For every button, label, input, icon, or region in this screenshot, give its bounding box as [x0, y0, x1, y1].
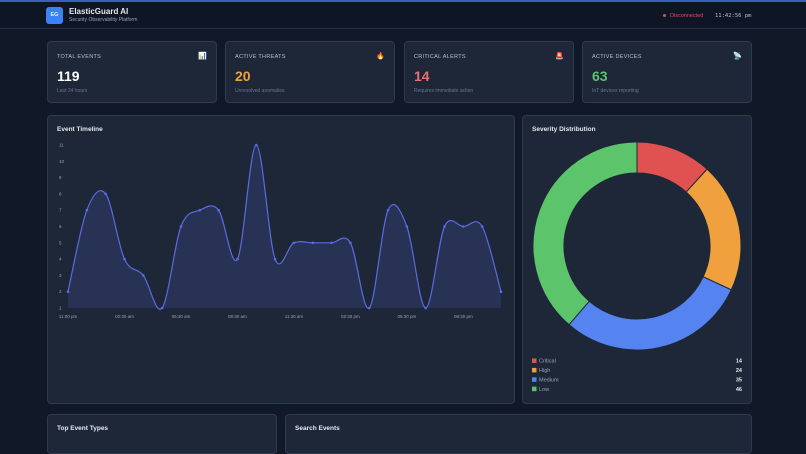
panel-title: Event Timeline: [57, 126, 103, 133]
y-tick-label: 11: [59, 143, 64, 148]
x-tick-label: 08:30 am: [228, 314, 247, 319]
point: [349, 241, 352, 245]
card-label: TOTAL EVENTS: [57, 54, 102, 60]
donut-slice: [568, 276, 732, 351]
point: [217, 208, 220, 212]
status-dot: [663, 14, 666, 17]
card-icon: 📡: [733, 53, 742, 60]
x-tick-label: 08:30 pm: [454, 314, 473, 319]
point: [179, 225, 183, 228]
y-tick-label: 7: [59, 208, 62, 213]
card-note: Last 24 hours: [57, 88, 88, 94]
card-label: ACTIVE THREATS: [235, 54, 286, 60]
stat-card: ACTIVE DEVICES 📡 63 IoT devices reporting: [582, 41, 752, 103]
y-tick-label: 3: [59, 273, 62, 278]
legend-value: 14: [736, 359, 743, 365]
donut-slice: [685, 168, 742, 291]
y-tick-label: 8: [59, 191, 62, 196]
point: [424, 306, 427, 310]
point: [66, 290, 70, 294]
area-fill: [68, 145, 501, 310]
stat-card: CRITICAL ALERTS 🚨 14 Requires immediate act…: [404, 41, 574, 103]
point: [104, 192, 107, 196]
y-tick-label: 1: [59, 306, 62, 311]
legend-swatch: [532, 367, 537, 373]
legend-swatch: [532, 358, 537, 363]
point: [254, 143, 258, 147]
card-value: 14: [414, 68, 430, 84]
legend-label: Low: [539, 387, 549, 393]
logo: EG: [46, 7, 63, 24]
card-note: Unresolved anomalies: [235, 88, 285, 94]
point: [160, 306, 164, 310]
legend-label: Critical: [539, 359, 556, 365]
point: [311, 241, 315, 245]
legend-label: High: [539, 368, 550, 374]
point: [367, 306, 371, 310]
legend-label: Medium: [539, 377, 559, 383]
card-value: 20: [235, 68, 251, 84]
point: [198, 208, 202, 212]
legend-value: 46: [736, 387, 742, 393]
legend-swatch: [532, 386, 537, 392]
point: [142, 274, 145, 277]
y-tick-label: 9: [59, 175, 62, 180]
y-tick-label: 10: [59, 159, 65, 164]
point: [85, 208, 89, 212]
x-tick-label: 05:30 am: [172, 314, 191, 319]
card-icon: 📊: [198, 53, 207, 60]
point: [499, 290, 503, 294]
connection-status: Disconnected: [670, 13, 704, 19]
point: [462, 225, 465, 228]
card-icon: 🔥: [376, 53, 385, 60]
card-value: 119: [57, 68, 80, 84]
y-tick-label: 4: [59, 257, 62, 262]
point: [123, 257, 126, 261]
x-tick-label: 11:00 pm: [59, 314, 78, 319]
x-tick-label: 02:30 pm: [341, 314, 360, 319]
card-note: Requires immediate action: [414, 88, 474, 94]
point: [443, 225, 446, 228]
panel-title: Severity Distribution: [532, 126, 596, 133]
legend-swatch: [532, 377, 537, 382]
card-value: 63: [592, 68, 608, 84]
point: [330, 241, 333, 245]
stat-card: TOTAL EVENTS 📊 119 Last 24 hours: [47, 41, 217, 103]
x-tick-label: 05:30 pm: [397, 314, 416, 319]
x-tick-label: 11:30 am: [285, 314, 304, 319]
y-tick-label: 2: [59, 289, 62, 294]
panel-title: Search Events: [295, 425, 340, 432]
point: [273, 257, 277, 261]
clock: 11:42:56 pm: [715, 13, 752, 19]
app-title: ElasticGuard AI: [69, 7, 129, 16]
point: [292, 241, 296, 245]
legend-value: 35: [736, 377, 742, 383]
header: EG ElasticGuard AI Security Observabilit…: [0, 0, 806, 29]
donut-slice: [532, 141, 638, 326]
app-subtitle: Security Observability Platform: [69, 17, 138, 23]
legend-value: 24: [736, 368, 743, 374]
x-tick-label: 02:30 am: [115, 314, 134, 319]
card-note: IoT devices reporting: [592, 88, 639, 94]
y-tick-label: 6: [59, 224, 62, 229]
point: [480, 225, 484, 228]
card-label: CRITICAL ALERTS: [414, 54, 466, 60]
point: [386, 208, 390, 212]
stat-card: ACTIVE THREATS 🔥 20 Unresolved anomalies: [225, 41, 395, 103]
panel-title: Top Event Types: [57, 425, 109, 432]
card-label: ACTIVE DEVICES: [592, 54, 642, 60]
card-icon: 🚨: [555, 53, 564, 60]
point: [236, 257, 239, 261]
y-tick-label: 5: [59, 240, 62, 245]
point: [405, 225, 409, 228]
charts: 1 2 3 4 5 6 7 8 9 10 11 11:00 pm 02:30 am 05:30 am 08:…: [59, 141, 743, 393]
